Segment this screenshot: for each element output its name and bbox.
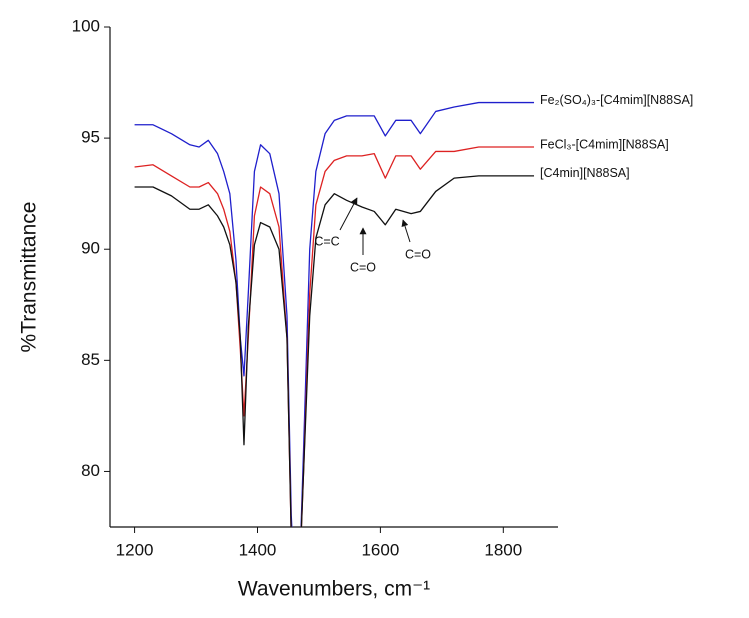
annotation-arrow xyxy=(339,197,358,231)
series-line xyxy=(134,101,535,527)
y-tick-label: 95 xyxy=(81,128,100,147)
y-tick-label: 80 xyxy=(81,461,100,480)
legend-label: Fe₂(SO₄)₃-[C4mim][N88SA] xyxy=(540,93,693,107)
x-tick-label: 1600 xyxy=(361,540,399,559)
annotation-arrow xyxy=(401,219,411,243)
x-tick-label: 1200 xyxy=(116,540,154,559)
series-line xyxy=(134,175,535,527)
y-axis-label: %Transmittance xyxy=(18,202,41,353)
y-tick-label: 100 xyxy=(72,16,100,35)
y-tick-label: 90 xyxy=(81,239,100,258)
plot-area xyxy=(134,101,535,527)
x-tick-label: 1400 xyxy=(239,540,277,559)
legend-label: [C4min][N88SA] xyxy=(540,166,630,180)
annotation: C=C xyxy=(314,234,339,248)
series-line xyxy=(134,146,535,527)
annotation: C=O xyxy=(405,247,431,261)
x-tick-label: 1800 xyxy=(484,540,522,559)
y-tick-label: 85 xyxy=(81,350,100,369)
legend-label: FeCl₃-[C4mim][N88SA] xyxy=(540,137,669,151)
annotation: C=O xyxy=(350,260,376,274)
x-axis-label: Wavenumbers, cm⁻¹ xyxy=(238,578,430,601)
